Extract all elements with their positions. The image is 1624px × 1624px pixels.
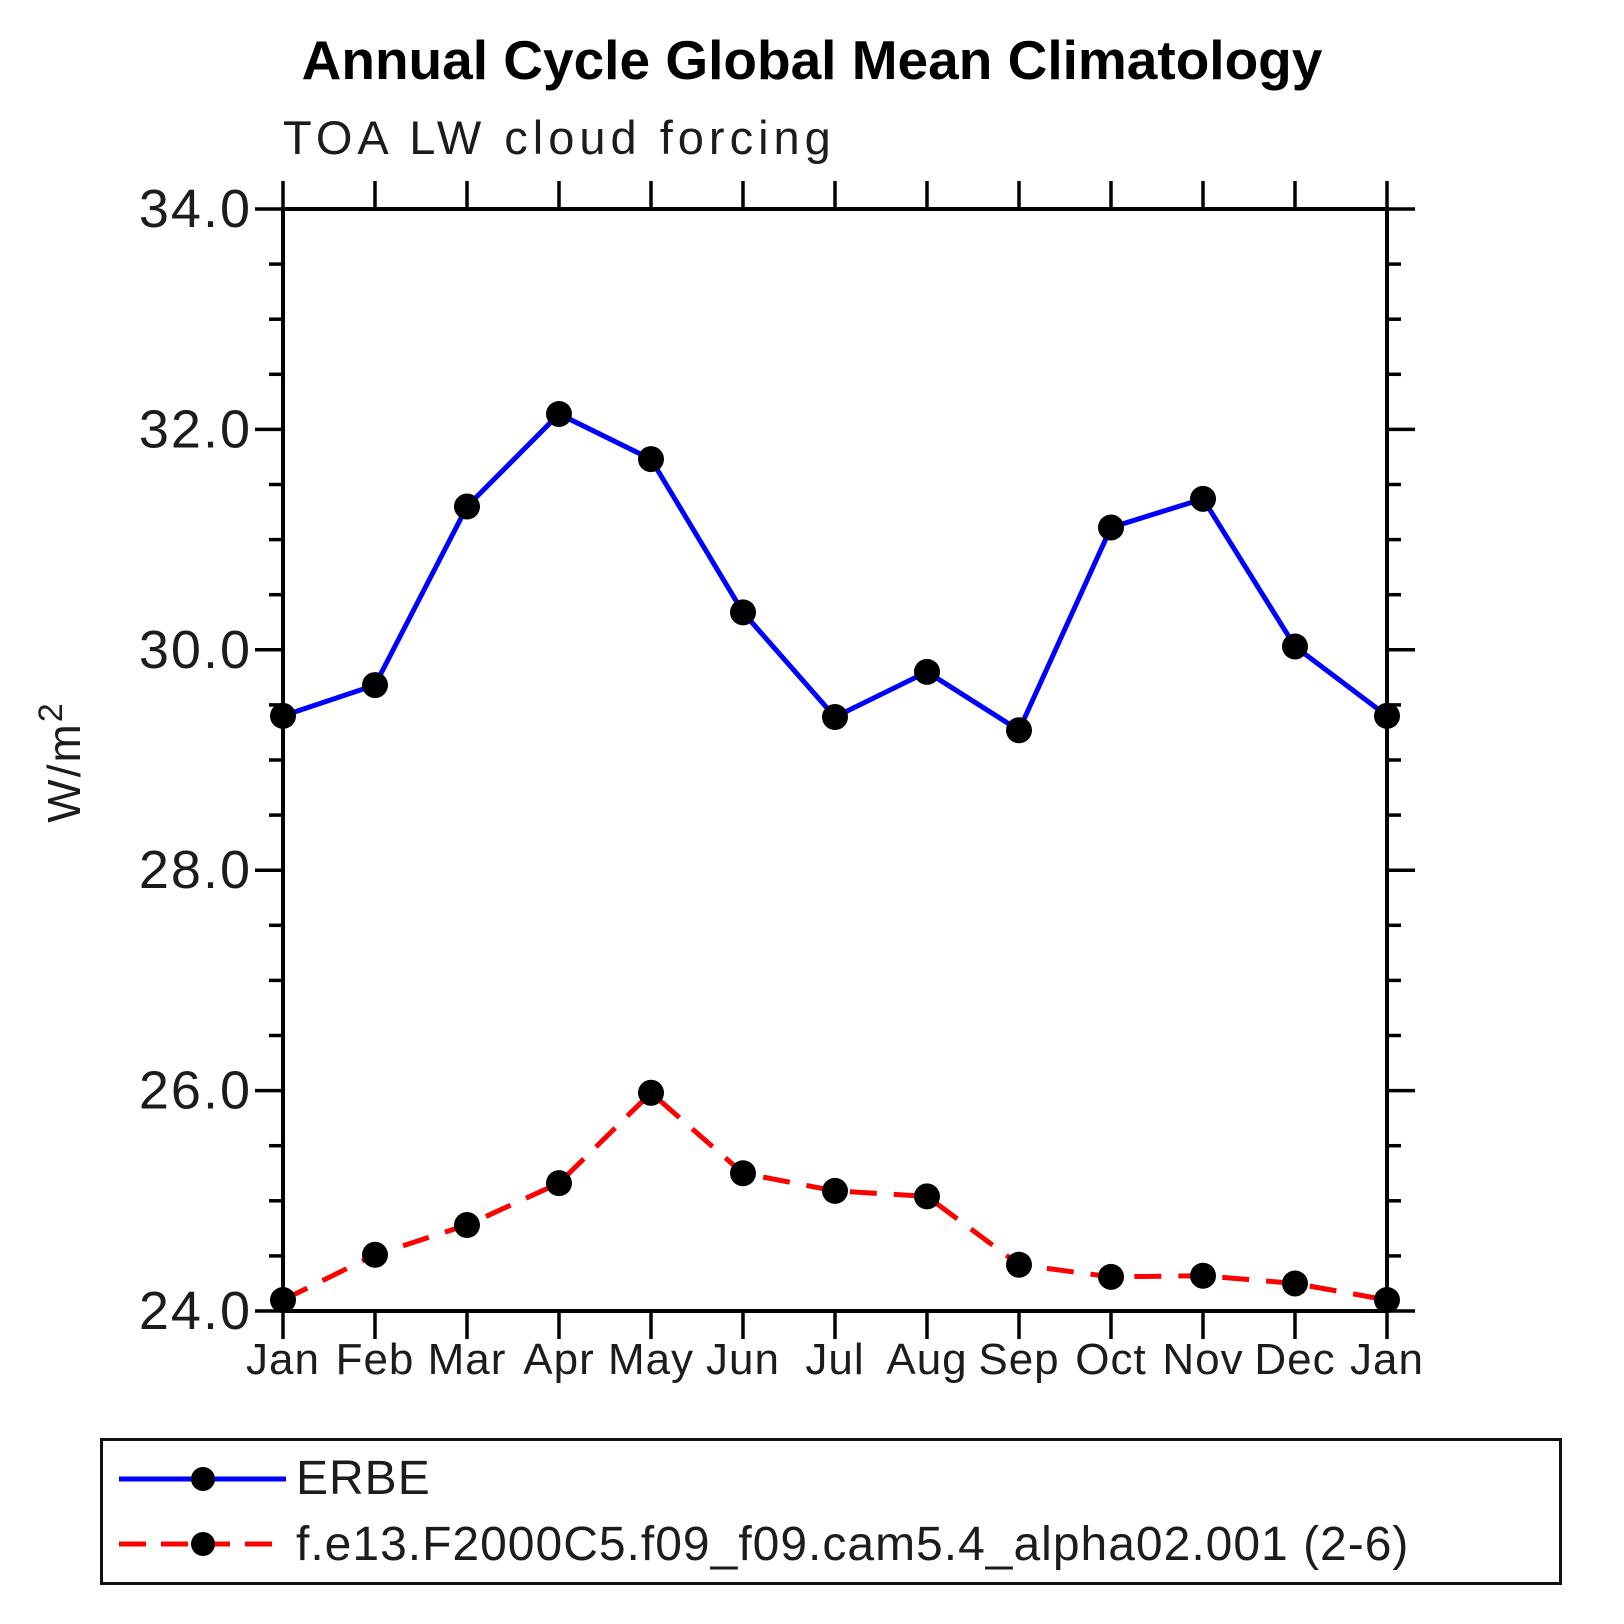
- y-tick-label: 26.0: [139, 1061, 252, 1121]
- data-point-marker: [1006, 717, 1032, 744]
- month-label: Feb: [336, 1335, 415, 1384]
- data-point-marker: [730, 599, 756, 626]
- x-axis-ticks: [281, 181, 1389, 1339]
- month-label: Jan: [1350, 1335, 1424, 1384]
- data-point-marker: [1282, 633, 1308, 660]
- data-point-marker: [362, 672, 388, 699]
- data-point-marker: [638, 446, 664, 473]
- model-series: [270, 1079, 1400, 1313]
- chart-title: Annual Cycle Global Mean Climatology: [301, 29, 1323, 91]
- data-point-marker: [1098, 514, 1124, 541]
- data-point-marker: [454, 1212, 480, 1239]
- legend-row-model: f.e13.F2000C5.f09_f09.cam5.4_alpha02.001…: [115, 1517, 1559, 1572]
- legend-label-model: f.e13.F2000C5.f09_f09.cam5.4_alpha02.001…: [296, 1517, 1410, 1571]
- month-label: Aug: [886, 1335, 967, 1384]
- month-label: Jun: [706, 1335, 780, 1384]
- data-point-marker: [362, 1241, 388, 1268]
- data-point-marker: [270, 702, 296, 729]
- month-label: Oct: [1075, 1335, 1146, 1384]
- y-axis-ticks: [255, 207, 1415, 1313]
- plot-frame: [281, 207, 1389, 1313]
- data-point-marker: [1374, 702, 1400, 729]
- data-point-marker: [1282, 1270, 1308, 1297]
- series-line: [282, 410, 1389, 734]
- data-point-marker: [822, 1177, 848, 1204]
- chart-subtitle: TOA LW cloud forcing: [283, 111, 836, 164]
- y-tick-label: 28.0: [139, 840, 252, 900]
- data-point-marker: [822, 704, 848, 731]
- data-point-marker: [1006, 1251, 1032, 1278]
- erbe-series: [270, 400, 1400, 744]
- erbe-line-sample-icon: [119, 1466, 286, 1491]
- legend-row-erbe: ERBE: [115, 1451, 1559, 1506]
- data-point-marker: [1374, 1286, 1400, 1313]
- month-label: Jul: [805, 1335, 864, 1384]
- y-tick-label: 34.0: [139, 179, 252, 239]
- y-axis-title: W/m2: [32, 701, 90, 822]
- month-label: Dec: [1254, 1335, 1335, 1384]
- month-label: Jan: [246, 1335, 320, 1384]
- y-axis-labels: 34.0 32.0 30.0 28.0 26.0 24.0: [139, 179, 252, 1341]
- x-axis-labels: Jan Feb Mar Apr May Jun Jul Aug Sep Oct Nov Dec Jan: [246, 1335, 1424, 1384]
- month-label: Nov: [1162, 1335, 1243, 1384]
- y-tick-label: 24.0: [139, 1281, 252, 1341]
- y-tick-label: 30.0: [139, 620, 252, 680]
- month-label: May: [608, 1335, 694, 1384]
- legend: ERBE f.e13.F2000C5.f09_f09.cam5.4_alpha0…: [100, 1438, 1562, 1585]
- data-point-marker: [546, 400, 572, 427]
- data-point-marker: [730, 1160, 756, 1187]
- legend-label-erbe: ERBE: [296, 1452, 431, 1506]
- month-label: Apr: [523, 1335, 594, 1384]
- data-point-marker: [270, 1286, 296, 1313]
- data-point-marker: [1098, 1263, 1124, 1290]
- model-line-sample-icon: [119, 1532, 286, 1557]
- data-point-marker: [638, 1079, 664, 1106]
- data-point-marker: [914, 1183, 940, 1210]
- data-point-marker: [914, 658, 940, 685]
- y-tick-label: 32.0: [139, 399, 252, 459]
- data-point-marker: [1190, 1262, 1216, 1289]
- data-point-marker: [1190, 485, 1216, 512]
- data-point-marker: [454, 493, 480, 520]
- month-label: Sep: [978, 1335, 1059, 1384]
- month-label: Mar: [428, 1335, 507, 1384]
- data-point-marker: [546, 1170, 572, 1197]
